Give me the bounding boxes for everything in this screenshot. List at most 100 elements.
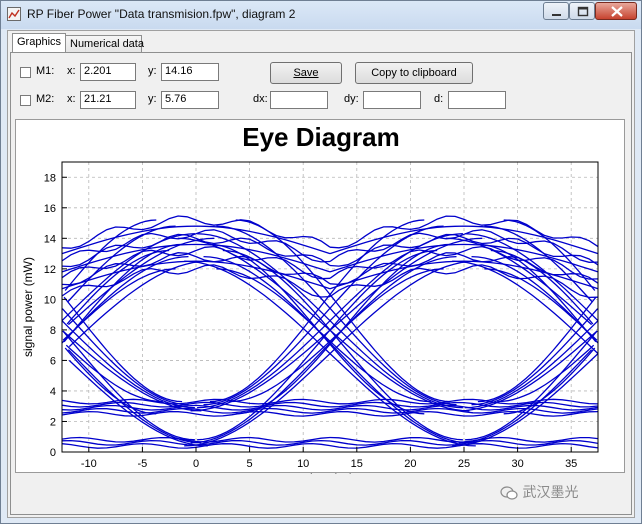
low-level-trace [329, 410, 599, 417]
x-tick-label: 5 [247, 458, 253, 470]
high-level-trace [329, 243, 599, 273]
eye-traces [61, 215, 599, 449]
m2-x-field[interactable]: 21.21 [80, 91, 136, 109]
dy-field[interactable] [363, 91, 421, 109]
y-tick-label: 10 [44, 294, 56, 306]
high-level-trace [329, 245, 599, 280]
high-level-trace [329, 225, 599, 255]
high-level-trace [329, 215, 599, 249]
falling-trace [65, 344, 163, 403]
m1-x-field[interactable]: 2.201 [80, 63, 136, 81]
minimize-icon [552, 14, 561, 16]
falling-trace [490, 249, 594, 325]
high-level-trace [61, 260, 331, 290]
falling-trace [203, 255, 470, 444]
rising-trace [62, 268, 176, 341]
low-level-trace [61, 436, 331, 443]
low-level-trace [329, 401, 599, 408]
y-tick-label: 14 [44, 233, 56, 245]
rising-trace [68, 260, 208, 348]
low-level-trace [61, 401, 331, 408]
rising-trace [190, 255, 457, 444]
save-button[interactable]: Save [270, 62, 342, 84]
m1-checkbox[interactable] [20, 67, 31, 78]
falling-trace [64, 347, 157, 415]
rising-trace [63, 243, 183, 343]
tab-graphics[interactable]: Graphics [12, 33, 66, 53]
low-level-trace [329, 407, 599, 414]
chart-title: Eye Diagram [242, 122, 400, 152]
rising-trace [64, 219, 157, 291]
wechat-icon [500, 486, 518, 500]
close-button[interactable] [595, 2, 637, 20]
high-level-trace [61, 264, 331, 298]
d-label: d: [434, 93, 444, 105]
low-level-trace [329, 404, 599, 411]
rising-trace [66, 249, 170, 325]
x-tick-label: -10 [81, 458, 97, 470]
rising-trace [458, 349, 593, 444]
d-field[interactable] [448, 91, 506, 109]
rising-trace [229, 268, 444, 403]
y-tick-label: 16 [44, 203, 56, 215]
m2-y-label: y: [148, 93, 157, 105]
x-tick-label: 0 [193, 458, 199, 470]
y-tick-label: 4 [50, 386, 56, 398]
m2-checkbox[interactable] [20, 95, 31, 106]
x-tick-label: 35 [565, 458, 577, 470]
m1-y-field[interactable]: 14.16 [161, 63, 219, 81]
x-tick-label: 15 [351, 458, 363, 470]
falling-trace [484, 268, 598, 341]
watermark-text: 武汉墨光 [522, 485, 579, 501]
falling-trace [465, 233, 599, 322]
y-tick-label: 12 [44, 264, 56, 276]
y-tick-label: 2 [50, 416, 56, 428]
high-level-trace [329, 264, 599, 299]
rising-trace [209, 219, 425, 403]
rising-trace [458, 330, 598, 412]
high-level-trace [61, 225, 331, 255]
low-level-trace [329, 398, 599, 405]
high-level-trace [329, 229, 599, 263]
title-bar[interactable]: RP Fiber Power "Data transmision.fpw", d… [1, 1, 641, 29]
rising-trace [477, 296, 597, 403]
m2-x-label: x: [67, 93, 76, 105]
eye-diagram-chart: -10 -5 0 5 10 15 20 25 30 35 0 2 4 6 8 10 12 14 16 18 time (… [21, 161, 599, 474]
rising-trace [497, 344, 595, 403]
save-button-label: Save [293, 67, 319, 79]
falling-trace [197, 233, 463, 409]
high-level-trace [61, 233, 331, 268]
plot-frame [61, 161, 599, 453]
m1-x-label: x: [67, 65, 76, 77]
x-tick-label: 20 [404, 458, 416, 470]
maximize-button[interactable] [569, 2, 595, 20]
tab-numerical-data[interactable]: Numerical data [65, 35, 144, 53]
x-tick-label: -5 [138, 458, 148, 470]
x-axis-label: time (ps) [307, 471, 354, 474]
falling-trace [61, 308, 189, 406]
rising-trace [203, 225, 444, 406]
falling-trace [477, 243, 597, 343]
y-tick-label: 18 [44, 172, 56, 184]
low-level-trace [61, 404, 331, 411]
falling-trace [68, 360, 208, 447]
falling-trace [62, 330, 195, 441]
m2-label: M2: [36, 93, 55, 105]
copy-to-clipboard-button[interactable]: Copy to clipboard [355, 62, 473, 84]
minimize-button[interactable] [543, 2, 569, 20]
m2-y-field[interactable]: 5.76 [161, 91, 219, 109]
rising-trace [471, 308, 599, 406]
falling-trace [63, 296, 183, 403]
window-title: RP Fiber Power "Data transmision.fpw", d… [27, 7, 296, 21]
rising-trace [67, 237, 215, 326]
low-level-trace [61, 439, 331, 446]
low-level-trace [329, 436, 599, 443]
dx-field[interactable] [270, 91, 328, 109]
falling-trace [184, 260, 476, 447]
maximize-icon [577, 6, 589, 17]
watermark: 武汉墨光 [500, 482, 578, 502]
copy-to-clipboard-label: Copy to clipboard [371, 67, 457, 79]
high-level-trace [329, 233, 599, 267]
high-level-trace [61, 229, 331, 263]
y-tick-label: 6 [50, 355, 56, 367]
